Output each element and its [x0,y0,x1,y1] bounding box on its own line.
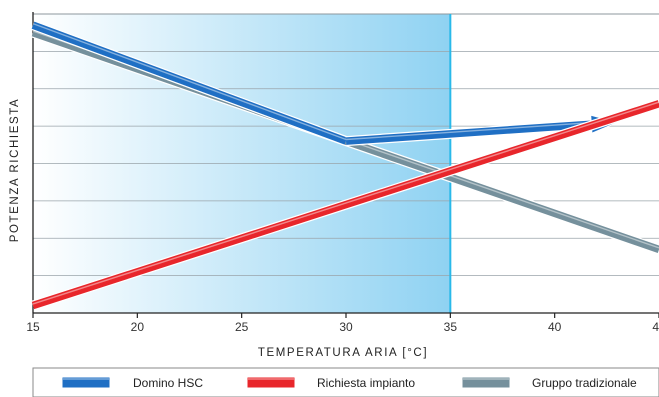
series-domino-hsc-arrow-shaft-highlight [345,121,592,141]
legend-swatch-richiesta-impianto [246,376,296,389]
legend: Domino HSC Richiesta impianto Gruppo tradi… [32,367,659,397]
series-domino-hsc-arrow-shaft [345,120,592,145]
x-tick-label: 35 [444,320,458,334]
x-axis-title: TEMPERATURA ARIA [°C] [258,347,428,359]
plot-area [32,12,659,318]
x-tick-label: 15 [26,320,40,334]
series-domino-hsc-highlight [32,22,347,141]
legend-label-richiesta-impianto: Richiesta impianto [317,376,415,390]
legend-label-domino-hsc: Domino HSC [133,376,203,390]
x-tick-label: 30 [339,320,353,334]
legend-swatch-domino-hsc [61,376,111,389]
legend-swatch-gruppo-tradizionale [461,376,511,389]
x-tick-label: 45 [652,320,659,334]
series-richiesta-impianto [31,100,659,310]
x-tick-label: 25 [235,320,249,334]
x-tick-label: 40 [548,320,562,334]
series-domino-hsc [31,21,348,145]
x-tick-labels: 15 20 25 30 35 40 45 [26,320,659,334]
series-layer [31,20,659,311]
x-tick-label: 20 [131,320,145,334]
legend-label-gruppo-tradizionale: Gruppo tradizionale [532,376,637,390]
y-axis-title: POTENZA RICHIESTA [9,98,21,243]
legend-frame [32,367,659,397]
series-richiesta-impianto-highlight [32,101,659,305]
